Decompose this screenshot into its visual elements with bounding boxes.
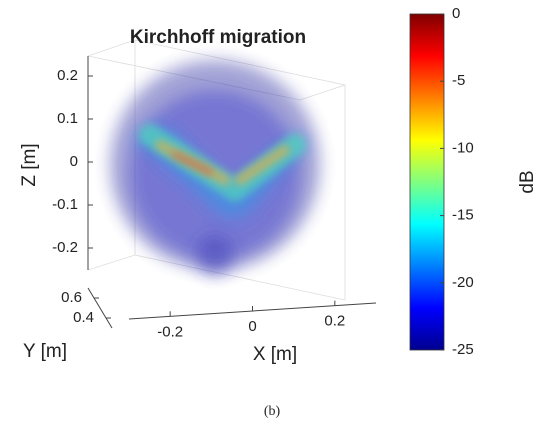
z-axis-label: Z [m]	[19, 143, 40, 186]
z-tick-label: -0.1	[52, 196, 78, 213]
colorbar-tick-label: -25	[452, 341, 474, 358]
x-axis-label: X [m]	[253, 344, 297, 365]
colorbar-tick-label: -5	[452, 72, 465, 89]
colorbar	[409, 13, 445, 351]
colorbar-tick-label: -15	[452, 207, 474, 224]
x-tick-label: 0	[248, 318, 256, 335]
chart-title: Kirchhoff migration	[130, 27, 306, 48]
colorbar-tick-label: -20	[452, 274, 474, 291]
x-tick-label: 0.2	[324, 313, 345, 330]
y-axis	[87, 287, 113, 329]
y-axis-label: Y [m]	[23, 341, 67, 362]
z-tick-label: 0.2	[57, 67, 78, 84]
y-tick-label: 0.6	[61, 289, 82, 306]
volume-render	[110, 60, 320, 275]
axis-box	[87, 39, 346, 301]
x-tick-label: -0.2	[157, 323, 183, 340]
z-tick-label: -0.2	[52, 239, 78, 256]
caption: (b)	[264, 404, 281, 419]
colorbar-tick-label: 0	[452, 5, 460, 22]
colorbar-tick-label: -10	[452, 139, 474, 156]
y-tick-label: 0.4	[73, 309, 94, 326]
z-tick-label: 0.1	[57, 110, 78, 127]
z-tick-label: 0	[70, 153, 78, 170]
colorbar-label: dB	[517, 170, 538, 193]
